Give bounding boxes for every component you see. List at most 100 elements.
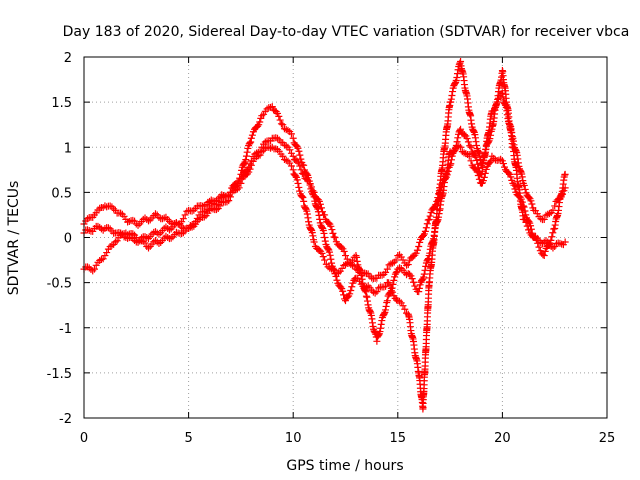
data-point bbox=[556, 194, 564, 202]
data-point bbox=[447, 160, 455, 168]
x-tick-label: 5 bbox=[184, 431, 192, 446]
data-point bbox=[296, 151, 304, 159]
data-point bbox=[256, 118, 264, 126]
data-point bbox=[361, 287, 369, 295]
data-point bbox=[339, 287, 347, 295]
data-point bbox=[443, 171, 451, 179]
data-point bbox=[438, 182, 446, 190]
data-point bbox=[507, 173, 515, 181]
data-point bbox=[425, 215, 433, 223]
data-point bbox=[382, 282, 390, 290]
data-point bbox=[463, 134, 471, 142]
data-point bbox=[411, 282, 419, 290]
data-point bbox=[309, 187, 317, 195]
y-tick-label: -1.5 bbox=[47, 367, 72, 382]
data-point bbox=[292, 172, 300, 180]
data-point bbox=[421, 227, 429, 235]
data-point bbox=[520, 203, 528, 211]
data-point bbox=[517, 195, 525, 203]
data-point bbox=[328, 226, 336, 234]
data-point bbox=[383, 265, 391, 273]
data-point bbox=[362, 288, 370, 296]
data-point bbox=[297, 166, 305, 174]
data-point bbox=[415, 243, 423, 251]
data-point bbox=[181, 211, 189, 219]
series-trace-3 bbox=[80, 89, 569, 283]
data-point bbox=[527, 222, 535, 230]
data-point bbox=[551, 202, 559, 210]
data-point bbox=[392, 269, 400, 277]
data-point bbox=[424, 255, 432, 263]
data-point bbox=[297, 155, 305, 163]
data-point bbox=[254, 122, 262, 130]
data-point bbox=[303, 207, 311, 215]
data-point bbox=[295, 183, 303, 191]
data-point bbox=[376, 328, 384, 336]
data-points bbox=[80, 58, 569, 413]
data-point bbox=[306, 180, 314, 188]
data-point bbox=[377, 320, 385, 328]
data-point bbox=[451, 79, 459, 87]
data-point bbox=[452, 76, 460, 84]
y-tick-label: 0 bbox=[64, 232, 72, 247]
data-point bbox=[421, 266, 429, 274]
data-point bbox=[316, 215, 324, 223]
data-point bbox=[328, 259, 336, 267]
data-point bbox=[327, 255, 335, 263]
data-point bbox=[377, 324, 385, 332]
data-point bbox=[383, 297, 391, 305]
data-point bbox=[392, 296, 400, 304]
data-point bbox=[246, 160, 254, 168]
data-point bbox=[247, 134, 255, 142]
data-point bbox=[226, 188, 234, 196]
data-point bbox=[510, 181, 518, 189]
data-point bbox=[237, 175, 245, 183]
data-point bbox=[326, 251, 334, 259]
data-point bbox=[353, 253, 361, 261]
data-point bbox=[373, 288, 381, 296]
x-tick-label: 25 bbox=[599, 431, 616, 446]
data-point bbox=[247, 157, 255, 165]
data-point bbox=[420, 273, 428, 281]
data-point bbox=[499, 160, 507, 168]
data-point bbox=[540, 252, 548, 260]
data-point bbox=[308, 229, 316, 237]
data-point bbox=[541, 247, 549, 255]
data-point bbox=[415, 284, 423, 292]
data-point bbox=[298, 193, 306, 201]
data-point bbox=[338, 243, 346, 251]
data-point bbox=[413, 246, 421, 254]
data-point bbox=[412, 249, 420, 257]
data-point bbox=[295, 147, 303, 155]
data-point bbox=[420, 270, 428, 278]
data-point bbox=[444, 167, 452, 175]
data-point bbox=[321, 256, 329, 264]
data-point bbox=[422, 224, 430, 232]
data-point bbox=[325, 248, 333, 256]
x-axis-title: GPS time / hours bbox=[286, 458, 403, 474]
data-point bbox=[474, 160, 482, 168]
data-point bbox=[289, 152, 297, 160]
data-point bbox=[320, 229, 328, 237]
data-point bbox=[561, 184, 569, 192]
data-point bbox=[422, 262, 430, 270]
x-tick-label: 15 bbox=[390, 431, 407, 446]
data-point bbox=[378, 317, 386, 325]
data-point bbox=[268, 103, 276, 111]
data-point bbox=[475, 164, 483, 172]
y-axis-title: SDTVAR / TECUs bbox=[6, 181, 22, 296]
data-point bbox=[447, 156, 455, 164]
data-point bbox=[305, 218, 313, 226]
chart-title: Day 183 of 2020, Sidereal Day-to-day VTE… bbox=[63, 24, 630, 40]
data-point bbox=[528, 200, 536, 208]
data-point bbox=[90, 265, 98, 273]
data-point bbox=[446, 161, 454, 169]
data-point bbox=[279, 121, 287, 129]
data-point bbox=[520, 181, 528, 189]
data-point bbox=[424, 255, 432, 263]
data-point bbox=[423, 220, 431, 228]
y-tick-label: -0.5 bbox=[47, 277, 72, 292]
data-point bbox=[448, 92, 456, 100]
data-point bbox=[242, 152, 250, 160]
data-point bbox=[327, 222, 335, 230]
